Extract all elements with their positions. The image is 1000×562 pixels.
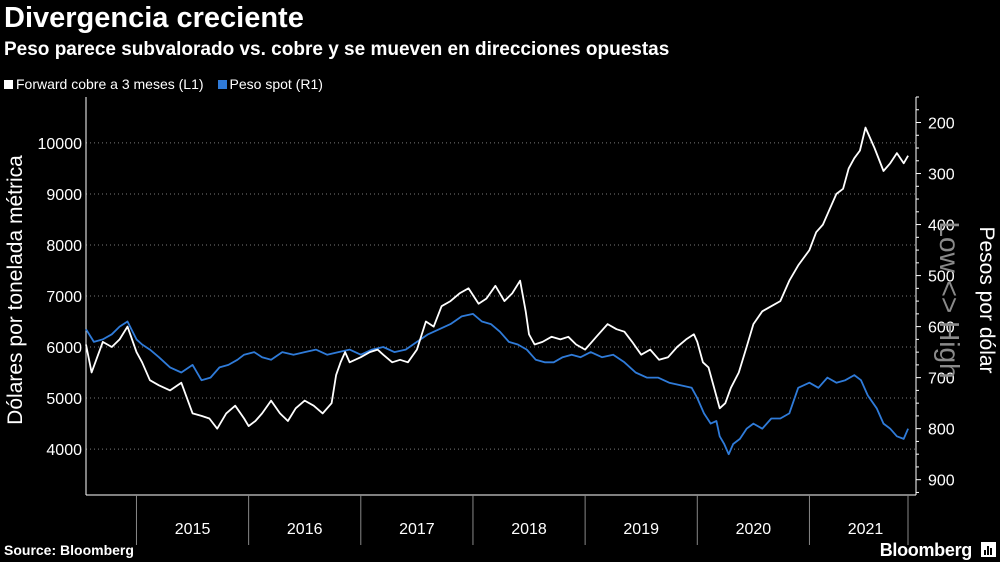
y-left-tick-label: 8000: [46, 238, 82, 255]
legend-item-copper: Forward cobre a 3 meses (L1): [4, 76, 204, 92]
x-tick-label: 2016: [287, 521, 323, 538]
x-tick-label: 2015: [175, 521, 211, 538]
chart-subtitle: Peso parece subvalorado vs. cobre y se m…: [4, 39, 670, 60]
x-tick-label: 2017: [399, 521, 435, 538]
x-tick-label: 2020: [736, 521, 772, 538]
y-left-tick-label: 4000: [46, 442, 82, 459]
y-axis-left-label: Dólares por tonelada métrica: [4, 155, 27, 425]
y-axis-right-label: Pesos por dólar: [975, 226, 998, 373]
chart-title: Divergencia creciente: [4, 2, 304, 34]
y-right-tick-label: 400: [928, 218, 955, 235]
y-left-tick-label: 9000: [46, 187, 82, 204]
series-layer: [85, 126, 909, 456]
y-right-tick-label: 300: [928, 167, 955, 184]
bloomberg-bar-icon: [981, 542, 996, 557]
y-right-tick-label: 900: [928, 473, 955, 490]
peso-spot-line: [85, 312, 909, 456]
y-left-tick-label: 7000: [46, 289, 82, 306]
legend-item-peso: Peso spot (R1): [217, 76, 323, 92]
copper-forward-line: [85, 126, 909, 430]
y-right-tick-label: 200: [928, 116, 955, 133]
low-high-annotation: Low <> High: [934, 221, 965, 378]
y-left-tick-label: 10000: [38, 136, 83, 153]
legend: Forward cobre a 3 meses (L1) Peso spot (…: [4, 76, 323, 92]
y-left-tick-label: 5000: [46, 391, 82, 408]
legend-label-copper: Forward cobre a 3 meses (L1): [16, 76, 204, 92]
axis-layer: 4000 5000 6000 7000 8000 9000 10000 200 300 400 50…: [38, 96, 955, 545]
y-right-tick-label: 700: [928, 371, 955, 388]
x-tick-label: 2021: [848, 521, 884, 538]
legend-swatch-peso: [217, 79, 227, 89]
legend-label-peso: Peso spot (R1): [229, 76, 323, 92]
y-right-tick-label: 800: [928, 422, 955, 439]
x-tick-label: 2018: [511, 521, 547, 538]
bloomberg-logo: Bloomberg: [879, 540, 973, 560]
y-right-tick-label: 500: [928, 269, 955, 286]
y-right-tick-label: 600: [928, 320, 955, 337]
y-left-tick-label: 6000: [46, 340, 82, 357]
legend-swatch-copper: [4, 79, 13, 89]
x-tick-label: 2019: [623, 521, 659, 538]
source-note: Source: Bloomberg: [4, 542, 134, 558]
